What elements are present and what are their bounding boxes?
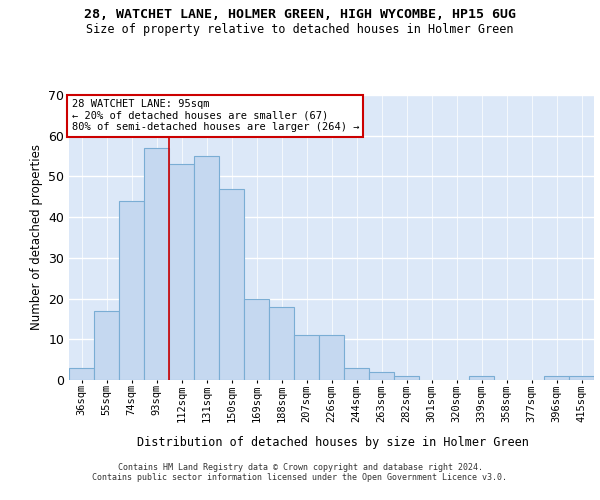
Bar <box>294 335 319 380</box>
Bar <box>569 376 594 380</box>
Bar <box>69 368 94 380</box>
Bar <box>394 376 419 380</box>
Bar <box>119 201 144 380</box>
Bar <box>344 368 369 380</box>
Bar <box>269 306 294 380</box>
Bar <box>244 298 269 380</box>
Bar <box>144 148 169 380</box>
Bar <box>169 164 194 380</box>
Bar <box>194 156 219 380</box>
Bar <box>544 376 569 380</box>
Bar <box>219 188 244 380</box>
Bar <box>469 376 494 380</box>
Y-axis label: Number of detached properties: Number of detached properties <box>29 144 43 330</box>
Bar <box>369 372 394 380</box>
Text: 28 WATCHET LANE: 95sqm
← 20% of detached houses are smaller (67)
80% of semi-det: 28 WATCHET LANE: 95sqm ← 20% of detached… <box>71 100 359 132</box>
Bar <box>319 335 344 380</box>
Text: 28, WATCHET LANE, HOLMER GREEN, HIGH WYCOMBE, HP15 6UG: 28, WATCHET LANE, HOLMER GREEN, HIGH WYC… <box>84 8 516 20</box>
Bar <box>94 311 119 380</box>
Text: Contains HM Land Registry data © Crown copyright and database right 2024.
Contai: Contains HM Land Registry data © Crown c… <box>92 463 508 482</box>
Text: Size of property relative to detached houses in Holmer Green: Size of property relative to detached ho… <box>86 22 514 36</box>
Text: Distribution of detached houses by size in Holmer Green: Distribution of detached houses by size … <box>137 436 529 449</box>
